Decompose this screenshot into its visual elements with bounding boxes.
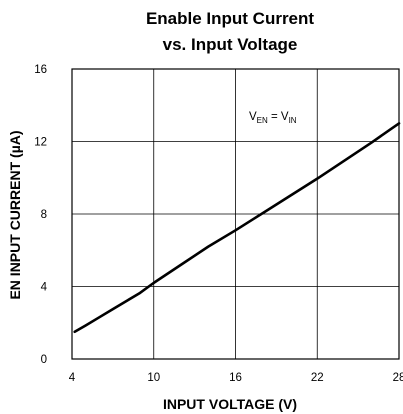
annotation-v1-sub: EN: [257, 116, 268, 125]
y-tick-label-8: 8: [41, 209, 47, 221]
x-tick-label-28: 28: [393, 372, 403, 384]
y-tick-label-4: 4: [41, 282, 48, 294]
chart-title-line1: Enable Input Current: [146, 9, 314, 28]
x-axis-label: INPUT VOLTAGE (V): [163, 396, 297, 412]
y-tick-label-0: 0: [41, 354, 47, 366]
y-tick-label-16: 16: [34, 64, 47, 76]
y-axis-label: EN INPUT CURRENT (µA): [7, 130, 23, 299]
x-tick-label-4: 4: [69, 372, 76, 384]
y-tick-label-12: 12: [34, 137, 47, 149]
series-line-0: [73, 122, 401, 334]
x-tick-label-10: 10: [147, 372, 160, 384]
annotation-v2: V: [281, 111, 289, 123]
annotation-v1: V: [249, 111, 257, 123]
annotation-ven-vin: VEN = VIN: [249, 111, 297, 125]
grid-layer: [72, 69, 399, 359]
tick-label-layer: 4 10 16 22 28 0 4 8 12 16: [34, 64, 403, 384]
x-tick-label-22: 22: [311, 372, 324, 384]
annotation-v2-sub: IN: [289, 116, 297, 125]
plot-frame: [71, 68, 400, 360]
x-tick-label-16: 16: [229, 372, 242, 384]
series-layer: [73, 122, 401, 334]
annotation-eq: =: [268, 111, 281, 123]
chart-title-line2: vs. Input Voltage: [163, 35, 298, 54]
